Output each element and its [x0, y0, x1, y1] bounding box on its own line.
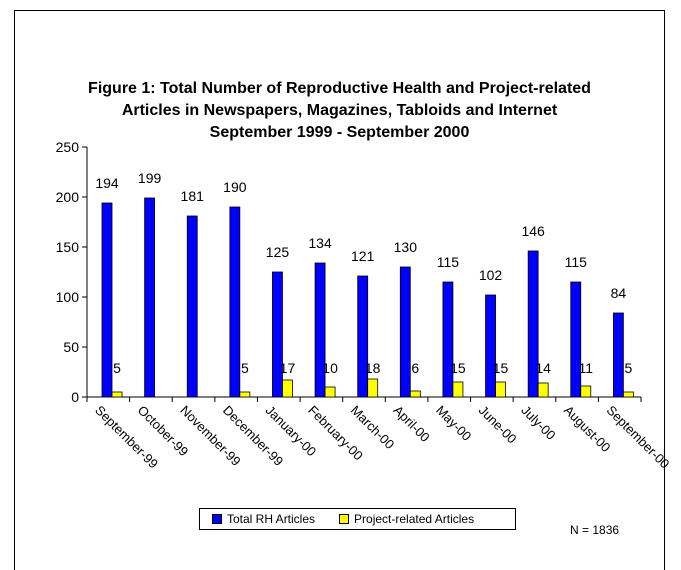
bar-project-related — [324, 386, 336, 398]
bar-project-related — [622, 391, 634, 398]
bar-project-related — [239, 391, 251, 398]
x-tick-label: May-00 — [433, 403, 474, 444]
data-label-total-rh: 146 — [521, 223, 545, 239]
legend-label-total: Total RH Articles — [227, 512, 316, 526]
data-label-total-rh: 181 — [181, 188, 205, 204]
y-tick-label: 100 — [56, 289, 80, 305]
data-label-project-related: 5 — [241, 360, 249, 376]
bar-total-rh — [399, 266, 411, 398]
bar-project-related — [537, 382, 549, 398]
bar-total-rh — [442, 281, 454, 398]
data-label-total-rh: 102 — [479, 267, 503, 283]
chart-frame — [14, 10, 665, 570]
data-label-project-related: 15 — [493, 360, 509, 376]
legend-item-total: Total RH Articles — [212, 512, 315, 526]
legend-label-project: Project-related Articles — [354, 512, 475, 526]
x-tick-label: April-00 — [390, 403, 432, 445]
title-line-3: September 1999 - September 2000 — [209, 124, 470, 141]
x-tick-label: July-00 — [518, 403, 558, 443]
bar-total-rh — [186, 215, 198, 398]
data-label-project-related: 5 — [624, 360, 632, 376]
data-label-total-rh: 199 — [138, 170, 162, 186]
data-label-total-rh: 84 — [611, 285, 627, 301]
data-label-project-related: 18 — [365, 360, 381, 376]
title-line-2: Articles in Newspapers, Magazines, Tablo… — [121, 102, 558, 119]
y-tick-label: 250 — [56, 139, 80, 155]
legend-swatch-project — [339, 514, 350, 524]
data-label-total-rh: 130 — [394, 239, 418, 255]
data-label-project-related: 10 — [322, 360, 338, 376]
x-tick-label: September-00 — [604, 403, 673, 472]
bar-project-related — [111, 391, 123, 398]
bar-project-related — [367, 378, 379, 398]
data-label-project-related: 17 — [280, 360, 296, 376]
data-label-total-rh: 134 — [308, 235, 332, 251]
bar-total-rh — [272, 271, 283, 398]
bar-total-rh — [612, 312, 624, 398]
data-label-project-related: 11 — [578, 360, 593, 376]
legend-item-project: Project-related Articles — [339, 512, 474, 526]
data-label-project-related: 14 — [535, 360, 551, 376]
y-tick-label: 0 — [71, 389, 79, 405]
data-label-project-related: 6 — [411, 360, 419, 376]
title-line-1: Figure 1: Total Number of Reproductive H… — [88, 80, 591, 97]
y-tick-label: 50 — [63, 339, 79, 355]
bar-project-related — [282, 379, 293, 398]
legend-swatch-total — [212, 514, 222, 524]
data-label-project-related: 5 — [113, 360, 121, 376]
bar-total-rh — [314, 262, 326, 398]
y-tick-label: 150 — [56, 239, 80, 255]
sample-size-note: N = 1836 — [570, 523, 620, 537]
data-label-total-rh: 190 — [223, 179, 247, 195]
bar-total-rh — [485, 294, 496, 398]
chart-title: Figure 1: Total Number of Reproductive H… — [14, 78, 665, 144]
bar-total-rh — [357, 275, 369, 398]
x-tick-label: June-00 — [476, 403, 520, 447]
bar-project-related — [495, 381, 506, 398]
bar-project-related — [409, 390, 421, 398]
bar-total-rh — [570, 281, 582, 398]
bar-project-related — [580, 385, 592, 398]
data-label-total-rh: 115 — [565, 254, 588, 270]
bar-total-rh — [144, 197, 156, 398]
data-label-total-rh: 115 — [437, 254, 460, 270]
legend: Total RH Articles Project-related Articl… — [199, 508, 516, 530]
data-label-total-rh: 194 — [95, 175, 119, 191]
y-tick-label: 200 — [56, 189, 80, 205]
bar-total-rh — [229, 206, 241, 398]
data-label-project-related: 15 — [450, 360, 466, 376]
bar-total-rh — [101, 202, 113, 398]
bar-project-related — [452, 381, 464, 398]
bar-total-rh — [527, 250, 539, 398]
data-label-total-rh: 121 — [351, 248, 375, 264]
data-label-total-rh: 125 — [266, 244, 290, 260]
